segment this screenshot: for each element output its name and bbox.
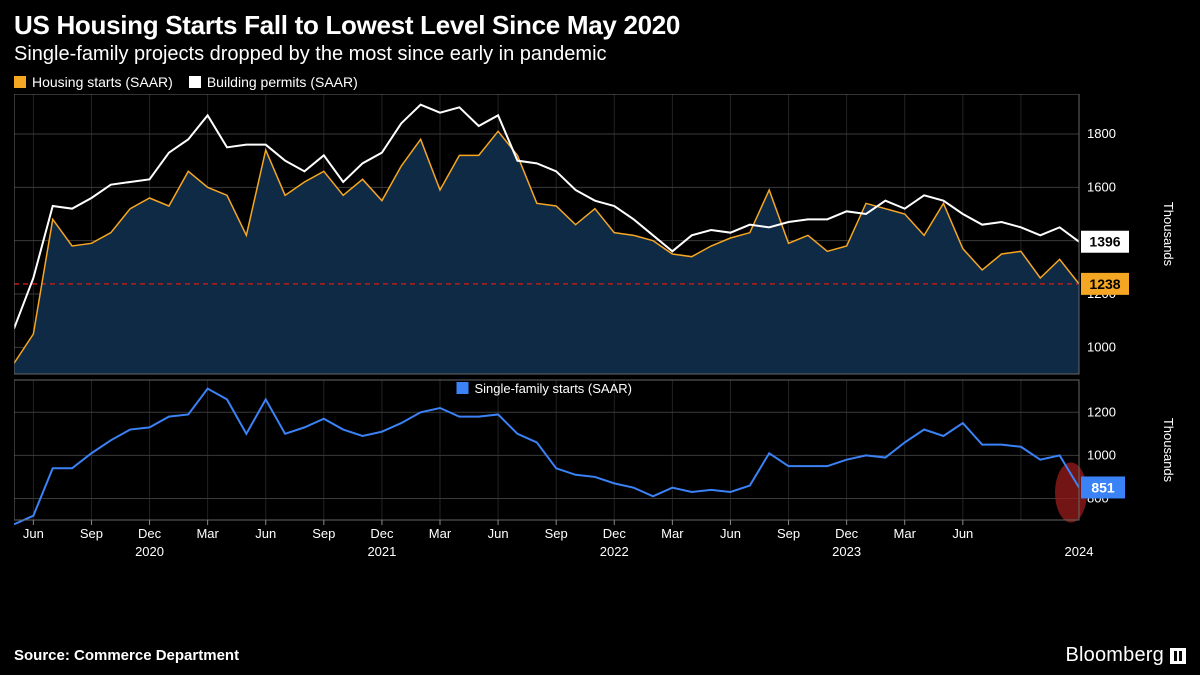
svg-text:Jun: Jun [23, 526, 44, 541]
svg-text:Sep: Sep [312, 526, 335, 541]
chart-svg: 10001200140016001800Thousands13961238800… [14, 94, 1200, 568]
svg-text:Mar: Mar [661, 526, 684, 541]
brand-name: Bloomberg [1065, 644, 1164, 667]
chart-title: US Housing Starts Fall to Lowest Level S… [14, 10, 1186, 41]
svg-text:2023: 2023 [832, 544, 861, 559]
svg-text:1000: 1000 [1087, 447, 1116, 462]
svg-text:Dec: Dec [370, 526, 394, 541]
legend-item-housing-starts: Housing starts (SAAR) [14, 74, 173, 90]
chart-container: US Housing Starts Fall to Lowest Level S… [0, 0, 1200, 675]
svg-text:Thousands: Thousands [1161, 418, 1176, 483]
svg-text:1396: 1396 [1089, 234, 1120, 250]
svg-text:2024: 2024 [1065, 544, 1094, 559]
svg-text:Dec: Dec [138, 526, 162, 541]
svg-text:Sep: Sep [777, 526, 800, 541]
source-label: Source: Commerce Department [14, 647, 239, 664]
svg-text:1238: 1238 [1089, 276, 1120, 292]
svg-text:2022: 2022 [600, 544, 629, 559]
svg-text:851: 851 [1091, 479, 1115, 495]
legend-swatch [14, 76, 26, 88]
svg-text:1200: 1200 [1087, 404, 1116, 419]
svg-text:Mar: Mar [429, 526, 452, 541]
svg-text:2020: 2020 [135, 544, 164, 559]
chart-subtitle: Single-family projects dropped by the mo… [14, 43, 1186, 66]
legend-top: Housing starts (SAAR) Building permits (… [0, 68, 1200, 94]
svg-text:Sep: Sep [545, 526, 568, 541]
svg-text:Jun: Jun [720, 526, 741, 541]
footer: Source: Commerce Department Bloomberg [0, 638, 1200, 675]
svg-text:Dec: Dec [835, 526, 859, 541]
header: US Housing Starts Fall to Lowest Level S… [0, 0, 1200, 68]
svg-text:Dec: Dec [603, 526, 627, 541]
brand-logo: Bloomberg [1065, 644, 1186, 667]
svg-text:Jun: Jun [952, 526, 973, 541]
svg-text:Sep: Sep [80, 526, 103, 541]
legend-item-building-permits: Building permits (SAAR) [189, 74, 358, 90]
svg-text:2021: 2021 [367, 544, 396, 559]
svg-text:1000: 1000 [1087, 339, 1116, 354]
legend-label: Building permits (SAAR) [207, 74, 358, 90]
svg-text:1800: 1800 [1087, 126, 1116, 141]
svg-text:Mar: Mar [196, 526, 219, 541]
chart-area: 10001200140016001800Thousands13961238800… [0, 94, 1200, 638]
svg-text:1600: 1600 [1087, 179, 1116, 194]
svg-text:Jun: Jun [255, 526, 276, 541]
svg-text:Mar: Mar [894, 526, 917, 541]
svg-text:Jun: Jun [488, 526, 509, 541]
svg-text:Single-family starts (SAAR): Single-family starts (SAAR) [475, 381, 632, 396]
svg-text:Thousands: Thousands [1161, 202, 1176, 267]
legend-label: Housing starts (SAAR) [32, 74, 173, 90]
brand-icon [1170, 648, 1186, 664]
legend-swatch [189, 76, 201, 88]
